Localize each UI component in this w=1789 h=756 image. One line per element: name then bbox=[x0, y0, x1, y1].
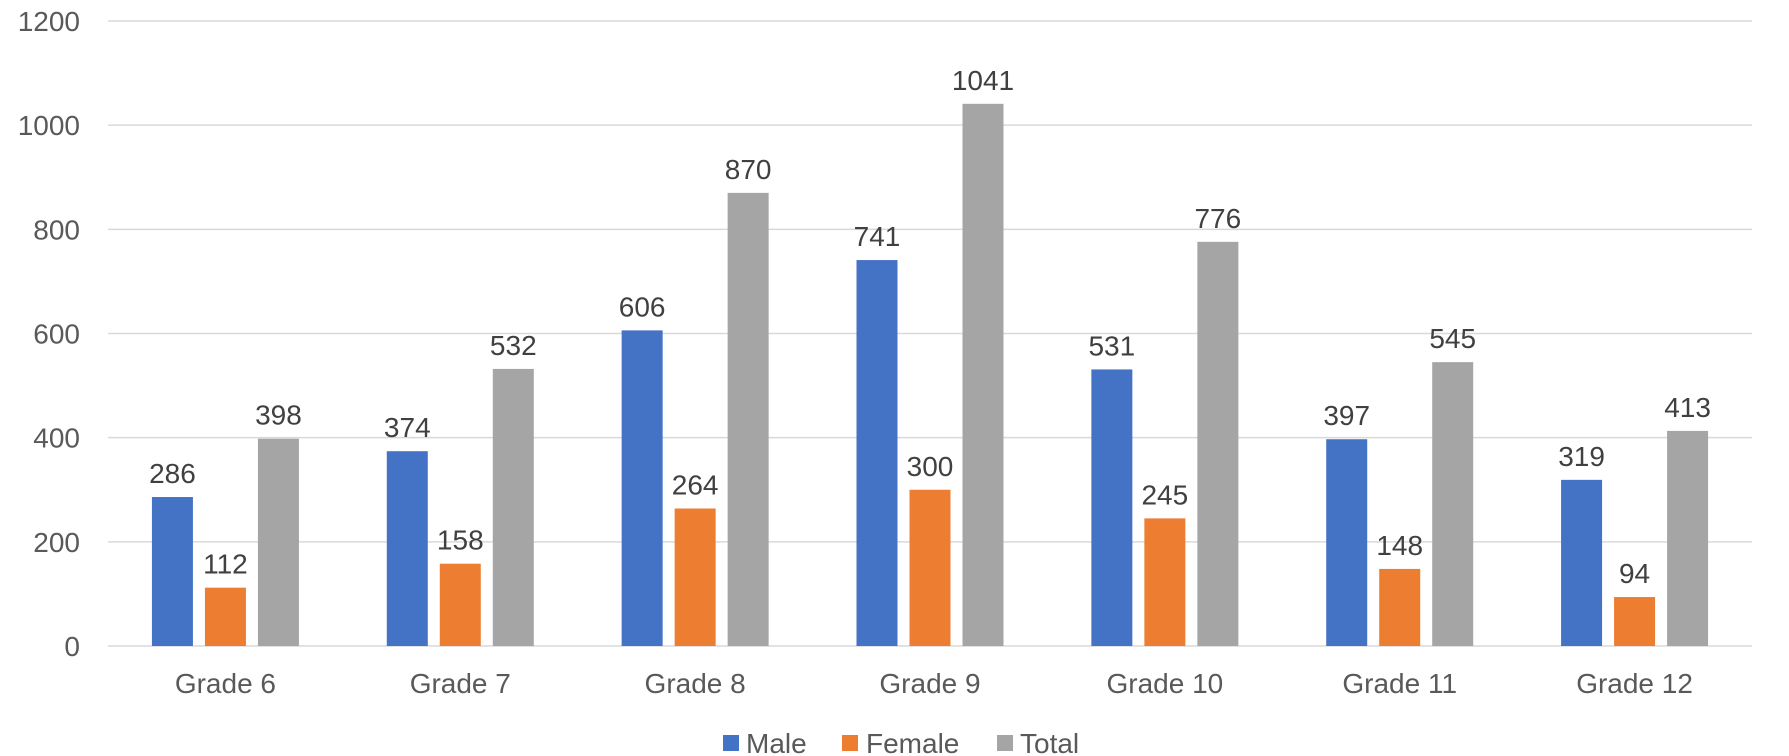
legend-swatch-total bbox=[997, 735, 1013, 751]
data-labels: 286 112 398 374 158 532 606 264 870 741 300 1041 531… bbox=[149, 65, 1711, 589]
data-label: 245 bbox=[1141, 479, 1188, 510]
x-tick-label: Grade 10 bbox=[1106, 668, 1223, 699]
bar-male-grade-12 bbox=[1561, 479, 1603, 646]
gridlines bbox=[108, 20, 1752, 647]
y-tick-label: 0 bbox=[64, 631, 80, 662]
legend: Male Female Total bbox=[723, 728, 1079, 756]
legend-label-male: Male bbox=[746, 728, 807, 756]
data-label: 1041 bbox=[952, 65, 1014, 96]
bar-male-grade-10 bbox=[1091, 369, 1133, 646]
x-tick-label: Grade 12 bbox=[1576, 668, 1693, 699]
legend-swatch-male bbox=[723, 735, 739, 751]
bars bbox=[151, 103, 1709, 647]
y-axis-tick-labels: 0 200 400 600 800 1000 1200 bbox=[18, 6, 80, 662]
bar-female-grade-7 bbox=[439, 563, 481, 646]
legend-swatch-female bbox=[842, 735, 858, 751]
bar-total-grade-8 bbox=[727, 192, 769, 646]
data-label: 545 bbox=[1429, 323, 1476, 354]
y-tick-label: 1200 bbox=[18, 6, 80, 37]
bar-total-grade-10 bbox=[1197, 241, 1239, 647]
bar-male-grade-9 bbox=[856, 260, 898, 646]
data-label: 374 bbox=[384, 412, 431, 443]
bar-female-grade-11 bbox=[1379, 568, 1421, 646]
x-tick-label: Grade 6 bbox=[175, 668, 276, 699]
bar-total-grade-9 bbox=[962, 103, 1004, 646]
y-tick-label: 200 bbox=[33, 527, 80, 558]
y-tick-label: 1000 bbox=[18, 110, 80, 141]
y-tick-label: 400 bbox=[33, 423, 80, 454]
bar-total-grade-7 bbox=[492, 368, 534, 646]
bar-female-grade-10 bbox=[1144, 518, 1186, 646]
data-label: 94 bbox=[1619, 558, 1650, 589]
data-label: 300 bbox=[907, 451, 954, 482]
bar-female-grade-6 bbox=[204, 587, 246, 646]
y-tick-label: 600 bbox=[33, 319, 80, 350]
data-label: 531 bbox=[1088, 330, 1135, 361]
data-label: 398 bbox=[255, 400, 302, 431]
bar-male-grade-7 bbox=[386, 451, 428, 646]
x-tick-label: Grade 11 bbox=[1342, 668, 1457, 699]
bar-male-grade-8 bbox=[621, 330, 663, 646]
bar-male-grade-11 bbox=[1326, 439, 1368, 646]
data-label: 397 bbox=[1323, 400, 1370, 431]
data-label: 776 bbox=[1194, 203, 1241, 234]
x-axis-tick-labels: Grade 6 Grade 7 Grade 8 Grade 9 Grade 10 Grad… bbox=[175, 668, 1693, 699]
data-label: 319 bbox=[1558, 441, 1605, 472]
bar-total-grade-6 bbox=[257, 438, 299, 646]
data-label: 606 bbox=[619, 291, 666, 322]
legend-label-female: Female bbox=[866, 728, 959, 756]
bar-female-grade-12 bbox=[1614, 597, 1656, 646]
data-label: 158 bbox=[437, 525, 484, 556]
data-label: 264 bbox=[672, 470, 719, 501]
data-label: 148 bbox=[1376, 530, 1423, 561]
data-label: 741 bbox=[854, 221, 901, 252]
data-label: 112 bbox=[203, 549, 248, 580]
data-label: 870 bbox=[725, 154, 772, 185]
bar-total-grade-12 bbox=[1667, 430, 1709, 646]
legend-label-total: Total bbox=[1020, 728, 1079, 756]
y-tick-label: 800 bbox=[33, 214, 80, 245]
bar-total-grade-11 bbox=[1432, 362, 1474, 646]
data-label: 413 bbox=[1664, 392, 1711, 423]
x-tick-label: Grade 8 bbox=[645, 668, 746, 699]
x-tick-label: Grade 7 bbox=[410, 668, 511, 699]
data-label: 532 bbox=[490, 330, 537, 361]
x-tick-label: Grade 9 bbox=[879, 668, 980, 699]
bar-male-grade-6 bbox=[151, 497, 193, 646]
data-label: 286 bbox=[149, 458, 196, 489]
bar-female-grade-8 bbox=[674, 508, 716, 646]
bar-female-grade-9 bbox=[909, 489, 951, 646]
